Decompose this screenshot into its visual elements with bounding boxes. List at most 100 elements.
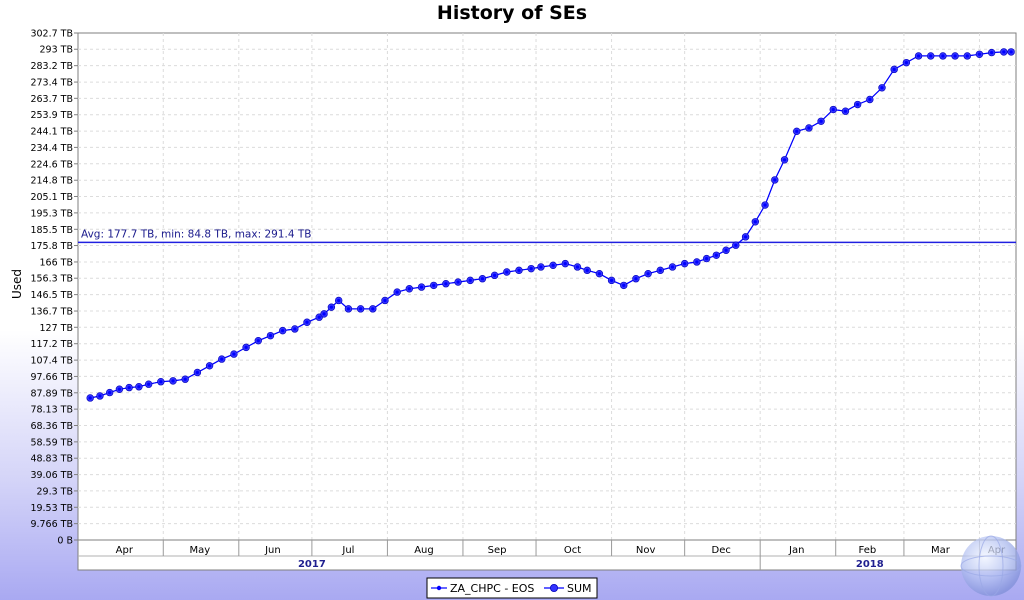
y-tick-label: 68.36 TB — [30, 421, 73, 432]
data-point-za-chpc-eos — [137, 385, 141, 389]
data-point-za-chpc-eos — [383, 298, 387, 303]
y-axis-label: Used — [10, 269, 24, 299]
data-point-za-chpc-eos — [575, 265, 580, 269]
data-point-za-chpc-eos — [670, 265, 675, 269]
legend-entry-sum: SUM — [567, 582, 592, 595]
data-point-za-chpc-eos — [904, 61, 908, 65]
x-month-label: Dec — [712, 545, 731, 556]
y-tick-label: 175.8 TB — [30, 241, 73, 252]
data-point-za-chpc-eos — [293, 327, 297, 331]
data-point-za-chpc-eos — [609, 278, 614, 282]
data-point-za-chpc-eos — [88, 396, 92, 400]
data-point-za-chpc-eos — [807, 126, 811, 130]
legend-swatch-1-marker — [436, 585, 442, 591]
x-month-label: Sep — [488, 545, 507, 556]
data-point-za-chpc-eos — [480, 277, 485, 281]
data-point-za-chpc-eos — [183, 377, 187, 381]
legend-entry-za-chpc-eos: ZA_CHPC - EOS — [450, 582, 534, 595]
data-point-za-chpc-eos — [941, 54, 945, 58]
average-label: Avg: 177.7 TB, min: 84.8 TB, max: 291.4 … — [81, 228, 311, 240]
data-point-za-chpc-eos — [819, 119, 823, 123]
data-point-za-chpc-eos — [695, 260, 699, 264]
series-line-za-chpc-eos — [90, 51, 1012, 399]
legend-box — [426, 577, 598, 599]
data-point-za-chpc-eos — [195, 370, 199, 375]
y-tick-label: 205.1 TB — [30, 192, 73, 203]
data-point-za-chpc-eos — [127, 385, 131, 390]
data-point-za-chpc-eos — [704, 257, 709, 261]
y-tick-label: 146.5 TB — [30, 290, 73, 301]
y-tick-label: 117.2 TB — [30, 339, 73, 350]
data-point-za-chpc-eos — [622, 283, 626, 288]
grid-lines — [78, 33, 1016, 540]
data-point-za-chpc-eos — [773, 178, 777, 182]
data-point-za-chpc-eos — [147, 382, 151, 386]
data-point-za-chpc-eos — [395, 290, 399, 294]
data-point-za-chpc-eos — [281, 329, 285, 333]
data-point-za-chpc-eos — [329, 305, 333, 309]
x-year-label: 2017 — [298, 559, 326, 570]
y-tick-label: 156.3 TB — [30, 274, 73, 285]
data-point-za-chpc-eos — [782, 158, 787, 162]
x-month-label: Jan — [788, 545, 804, 556]
data-point-za-chpc-eos — [529, 267, 533, 271]
y-tick-label: 224.6 TB — [30, 159, 73, 170]
y-tick-label: 234.4 TB — [30, 143, 73, 154]
data-point-za-chpc-eos — [551, 263, 555, 267]
data-point-za-chpc-eos — [683, 262, 687, 266]
plot-area — [77, 32, 1017, 541]
data-point-za-chpc-eos — [159, 380, 163, 384]
data-point-za-chpc-eos — [117, 387, 122, 391]
data-point-za-chpc-eos — [419, 285, 424, 289]
data-point-za-chpc-eos — [929, 54, 933, 58]
data-point-za-chpc-eos — [1009, 50, 1013, 54]
data-point-za-chpc-eos — [207, 364, 212, 368]
data-point-za-chpc-eos — [965, 54, 969, 58]
data-point-za-chpc-eos — [232, 352, 236, 356]
y-tick-label: 127 TB — [40, 323, 73, 334]
data-point-za-chpc-eos — [493, 273, 497, 277]
data-point-za-chpc-eos — [868, 97, 872, 102]
series-group — [86, 48, 1015, 402]
data-point-za-chpc-eos — [953, 54, 957, 58]
y-tick-label: 293 TB — [40, 45, 73, 56]
y-tick-label: 48.83 TB — [30, 454, 73, 465]
y-tick-label: 166 TB — [40, 257, 73, 268]
data-point-za-chpc-eos — [407, 287, 411, 291]
data-point-za-chpc-eos — [734, 243, 738, 247]
y-tick-label: 273.4 TB — [30, 78, 73, 89]
data-point-za-chpc-eos — [244, 345, 248, 349]
data-point-za-chpc-eos — [371, 307, 375, 311]
y-tick-label: 136.7 TB — [30, 307, 73, 318]
globe-logo — [960, 535, 1022, 597]
data-point-za-chpc-eos — [322, 312, 326, 316]
y-tick-label: 283.2 TB — [30, 61, 73, 72]
data-point-za-chpc-eos — [916, 54, 921, 58]
data-point-za-chpc-eos — [795, 129, 799, 133]
data-point-za-chpc-eos — [977, 52, 982, 56]
data-point-za-chpc-eos — [171, 379, 175, 383]
data-point-za-chpc-eos — [634, 277, 638, 281]
y-tick-label: 9.766 TB — [30, 519, 73, 530]
data-point-za-chpc-eos — [268, 334, 273, 338]
data-point-za-chpc-eos — [843, 109, 848, 113]
data-point-za-chpc-eos — [880, 86, 884, 90]
y-tick-label: 29.3 TB — [37, 486, 74, 497]
y-tick-label: 302.7 TB — [30, 29, 73, 40]
data-point-za-chpc-eos — [990, 50, 994, 55]
data-point-za-chpc-eos — [444, 282, 448, 286]
x-axis: AprMayJunJulAugSepOctNovDecJanFebMarApr2… — [77, 539, 1017, 571]
data-point-za-chpc-eos — [763, 203, 767, 207]
y-tick-label: 253.9 TB — [30, 110, 73, 121]
x-month-label: Apr — [116, 545, 134, 556]
y-tick-label: 58.59 TB — [30, 437, 73, 448]
average-annotation: Avg: 177.7 TB, min: 84.8 TB, max: 291.4 … — [78, 228, 1016, 244]
data-point-za-chpc-eos — [317, 315, 321, 319]
x-month-label: Feb — [859, 545, 877, 556]
y-tick-label: 39.06 TB — [30, 470, 73, 481]
data-point-za-chpc-eos — [753, 220, 757, 224]
data-point-za-chpc-eos — [892, 67, 896, 71]
data-point-za-chpc-eos — [468, 278, 472, 282]
data-point-za-chpc-eos — [563, 262, 567, 266]
y-tick-label: 97.66 TB — [30, 372, 73, 383]
